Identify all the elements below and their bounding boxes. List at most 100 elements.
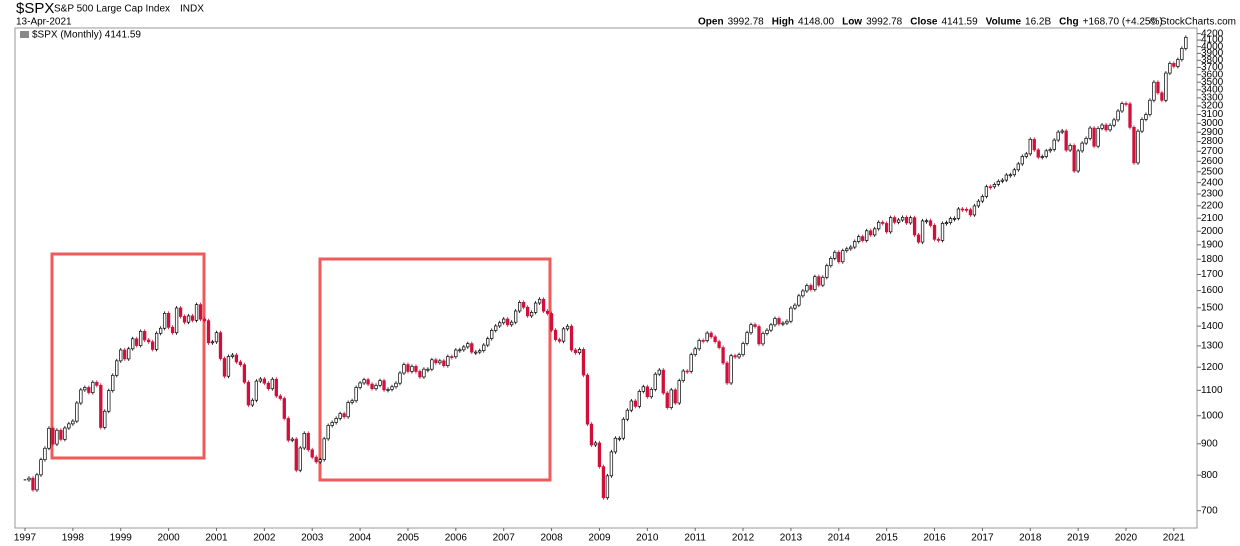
candle xyxy=(661,369,665,394)
candle xyxy=(394,382,398,388)
candle xyxy=(91,381,95,393)
candle xyxy=(222,358,227,377)
candle xyxy=(900,216,905,221)
candle xyxy=(605,475,610,499)
candle xyxy=(677,380,681,404)
candle xyxy=(725,362,729,384)
candle xyxy=(1076,150,1080,172)
y-tick-label: 1600 xyxy=(1201,285,1224,296)
candle xyxy=(821,276,825,286)
candle xyxy=(892,217,897,223)
candle xyxy=(366,379,370,385)
y-tick-label: 2700 xyxy=(1201,146,1224,157)
candle xyxy=(1124,103,1128,105)
candle xyxy=(238,361,243,366)
candle xyxy=(290,438,294,441)
stat-value: 3992.78 xyxy=(866,17,903,28)
candle xyxy=(869,230,873,236)
candle xyxy=(410,365,414,372)
candle xyxy=(888,217,893,233)
candle xyxy=(1060,130,1064,133)
y-tick-label: 3600 xyxy=(1201,69,1224,80)
candle xyxy=(833,251,837,259)
candle xyxy=(370,383,374,390)
candle xyxy=(438,360,442,364)
candle xyxy=(99,384,103,428)
candle xyxy=(809,285,813,290)
candle xyxy=(450,356,454,358)
candle xyxy=(506,318,510,326)
candle xyxy=(27,477,31,481)
candle xyxy=(865,230,869,241)
candle xyxy=(1168,63,1172,74)
candle xyxy=(988,186,993,189)
candle xyxy=(454,349,458,358)
candle xyxy=(685,370,689,373)
x-tick-label: 2002 xyxy=(253,533,276,544)
candle xyxy=(697,340,701,350)
candle xyxy=(585,374,590,425)
candle xyxy=(326,425,330,440)
candle xyxy=(657,369,661,375)
y-tick-label: 1500 xyxy=(1201,302,1224,313)
candle xyxy=(1156,81,1160,94)
candle xyxy=(43,447,47,460)
candle xyxy=(533,302,538,313)
candle xyxy=(446,356,450,367)
candle xyxy=(960,208,965,211)
candle xyxy=(733,355,737,358)
candle xyxy=(430,359,434,370)
candle xyxy=(354,387,358,402)
candle xyxy=(669,389,673,408)
x-tick-label: 2003 xyxy=(301,533,324,544)
candle xyxy=(773,318,777,326)
candle xyxy=(242,364,247,383)
candle xyxy=(258,378,263,382)
stat-value: 4141.59 xyxy=(941,17,978,28)
candle xyxy=(330,422,334,426)
candle xyxy=(414,365,418,372)
candle xyxy=(1176,59,1180,67)
candle xyxy=(402,364,406,374)
candle xyxy=(952,217,957,220)
candle xyxy=(482,344,486,351)
candle xyxy=(462,346,466,351)
candle xyxy=(202,318,207,322)
candle xyxy=(980,196,985,202)
candle xyxy=(47,427,51,449)
candle xyxy=(314,456,318,463)
candle xyxy=(1028,138,1032,155)
candle xyxy=(510,321,514,326)
candle xyxy=(75,402,79,422)
y-tick-label: 1300 xyxy=(1201,341,1224,352)
stat-label: High xyxy=(772,17,794,28)
stat-label: Low xyxy=(842,17,862,28)
y-tick-label: 700 xyxy=(1201,505,1218,516)
candle xyxy=(837,251,841,263)
candle xyxy=(250,399,255,406)
credit: © StockCharts.com xyxy=(1150,17,1236,28)
candle xyxy=(103,410,107,428)
candle xyxy=(781,322,785,325)
y-tick-label: 3200 xyxy=(1201,101,1224,112)
candle xyxy=(577,349,582,354)
y-tick-label: 2800 xyxy=(1201,136,1224,147)
candle xyxy=(996,180,1001,185)
candle xyxy=(1108,124,1112,131)
candle xyxy=(426,368,430,371)
candle xyxy=(422,368,426,378)
candle xyxy=(589,423,594,446)
candle xyxy=(210,341,215,344)
stat-label: Chg xyxy=(1059,17,1078,28)
candle xyxy=(757,326,761,345)
candle xyxy=(829,258,833,267)
candle xyxy=(1048,149,1052,152)
candle xyxy=(665,392,669,408)
candle xyxy=(254,380,259,401)
candle xyxy=(418,371,422,378)
candle xyxy=(617,437,622,440)
candle xyxy=(1064,130,1068,151)
x-tick-label: 2005 xyxy=(397,533,420,544)
candle xyxy=(729,355,733,384)
candle xyxy=(1040,156,1044,158)
